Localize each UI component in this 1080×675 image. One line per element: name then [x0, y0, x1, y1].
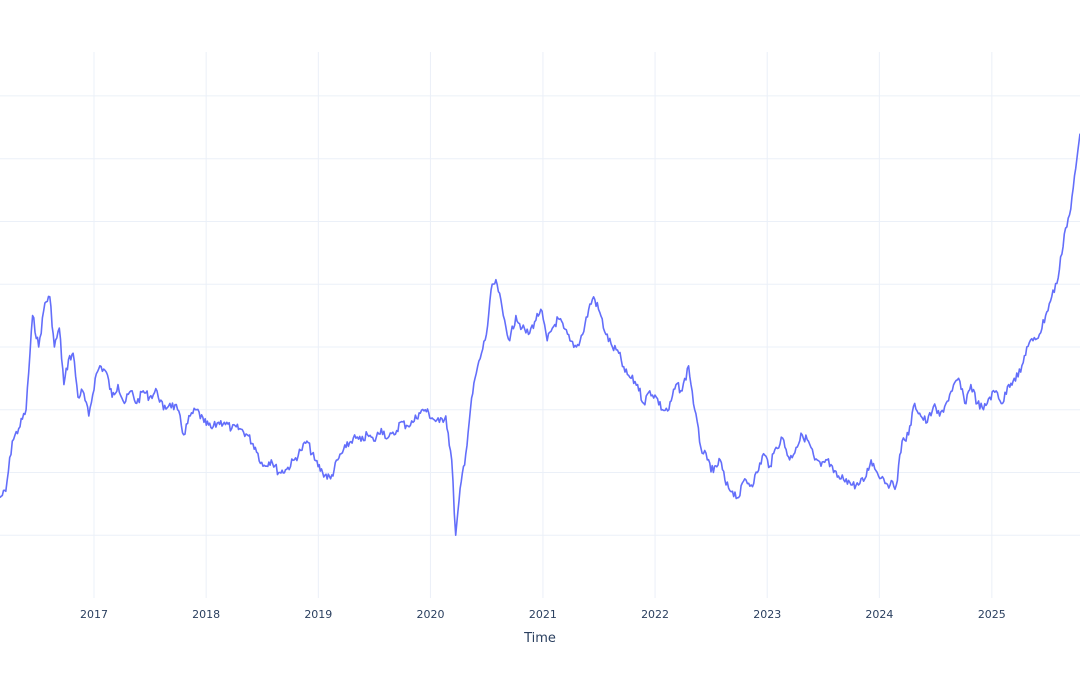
x-tick-label: 2019 — [304, 608, 332, 621]
x-tick-label: 2022 — [641, 608, 669, 621]
series-line — [0, 133, 1080, 536]
x-axis-tick-labels: 2017 2018 2019 2020 2021 2022 2023 2024 2025 — [80, 608, 1006, 621]
x-tick-label: 2021 — [529, 608, 557, 621]
x-tick-label: 2023 — [753, 608, 781, 621]
x-tick-label: 2024 — [865, 608, 893, 621]
x-axis-title: Time — [523, 631, 556, 646]
y-gridlines — [0, 95, 1080, 536]
x-tick-label: 2025 — [978, 608, 1006, 621]
x-gridlines — [93, 52, 993, 598]
x-tick-label: 2018 — [192, 608, 220, 621]
x-tick-label: 2020 — [416, 608, 444, 621]
x-tick-label: 2017 — [80, 608, 108, 621]
